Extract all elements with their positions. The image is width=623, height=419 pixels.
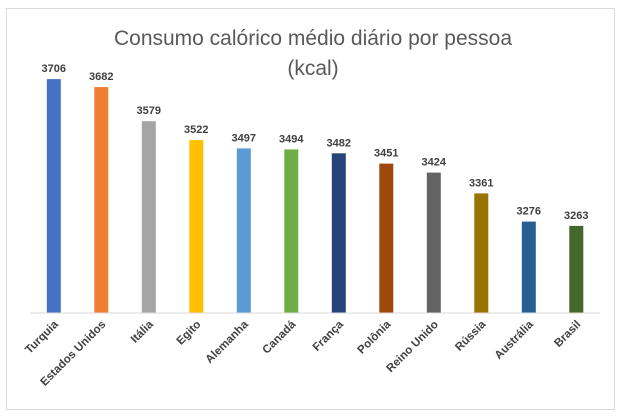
- chart-frame: Consumo calórico médio diário por pessoa…: [6, 8, 615, 410]
- category-label-4: Alemanha: [204, 318, 252, 366]
- chart-subtitle: (kcal): [287, 57, 338, 80]
- data-label-10: 3276: [517, 206, 541, 218]
- bar-5: [284, 149, 299, 313]
- bar-2: [141, 121, 156, 313]
- data-label-3: 3522: [184, 124, 208, 136]
- category-label-3: Egito: [175, 319, 204, 348]
- data-labels-group: 3706 3682 3579 3522 3497 3494 3482 3451 3424 3361…: [42, 63, 589, 222]
- bar-7: [379, 163, 394, 313]
- category-label-2: Itália: [129, 318, 156, 345]
- data-label-9: 3361: [469, 177, 493, 189]
- category-label-9: Rússia: [453, 318, 489, 354]
- data-label-6: 3482: [327, 137, 351, 149]
- data-label-4: 3497: [232, 132, 256, 144]
- category-label-11: Brasil: [552, 319, 583, 350]
- data-label-1: 3682: [89, 71, 113, 83]
- bar-10: [521, 221, 536, 313]
- category-label-7: Polônia: [356, 318, 394, 356]
- data-label-5: 3494: [279, 133, 304, 145]
- bar-6: [331, 153, 346, 313]
- bar-4: [236, 148, 251, 313]
- bar-0: [46, 79, 61, 313]
- bar-8: [426, 172, 441, 313]
- bar-chart: Consumo calórico médio diário por pessoa…: [23, 27, 600, 389]
- bar-11: [569, 225, 584, 313]
- data-label-7: 3451: [374, 148, 398, 160]
- category-label-5: Canadá: [261, 318, 299, 356]
- category-label-0: Turquia: [23, 318, 61, 356]
- data-label-8: 3424: [422, 157, 447, 169]
- bars-group: [46, 79, 584, 313]
- data-label-11: 3263: [564, 210, 588, 222]
- category-label-10: Austrália: [493, 318, 537, 362]
- bar-1: [94, 87, 109, 313]
- category-label-6: França: [311, 318, 347, 354]
- data-label-0: 3706: [42, 63, 66, 75]
- bar-9: [474, 193, 489, 313]
- data-label-2: 3579: [137, 105, 161, 117]
- chart-title: Consumo calórico médio diário por pessoa: [114, 27, 512, 50]
- bar-3: [189, 140, 204, 313]
